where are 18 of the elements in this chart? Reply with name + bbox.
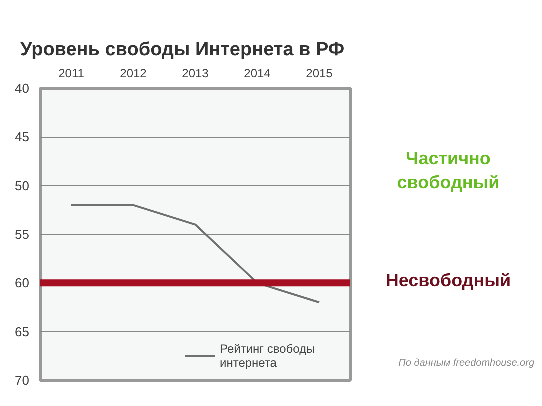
x-tick-label: 2015 xyxy=(306,66,334,80)
legend-label: Рейтинг свободы интернета xyxy=(220,342,316,370)
text: Несвободный xyxy=(386,270,512,290)
y-tick-label: 50 xyxy=(15,178,30,194)
line-series xyxy=(70,204,320,304)
y-tick-label: 55 xyxy=(15,227,30,242)
x-tick-label: 2014 xyxy=(244,66,272,80)
y-tick-label: 45 xyxy=(15,130,30,145)
y-tick-label: 40 xyxy=(15,81,30,96)
x-tick-label: 2011 xyxy=(58,66,85,80)
y-tick-label: 65 xyxy=(15,324,30,340)
x-tick-label: 2013 xyxy=(182,66,210,80)
y-tick-label: 70 xyxy=(15,373,30,388)
y-tick-label: 60 xyxy=(15,276,30,291)
chart-title: Уровень свободы Интернета в РФ xyxy=(20,40,345,60)
text: По данным freedomhouse.org xyxy=(398,358,535,369)
text: Частично свободный xyxy=(397,148,500,192)
x-tick-label: 2012 xyxy=(120,66,148,80)
